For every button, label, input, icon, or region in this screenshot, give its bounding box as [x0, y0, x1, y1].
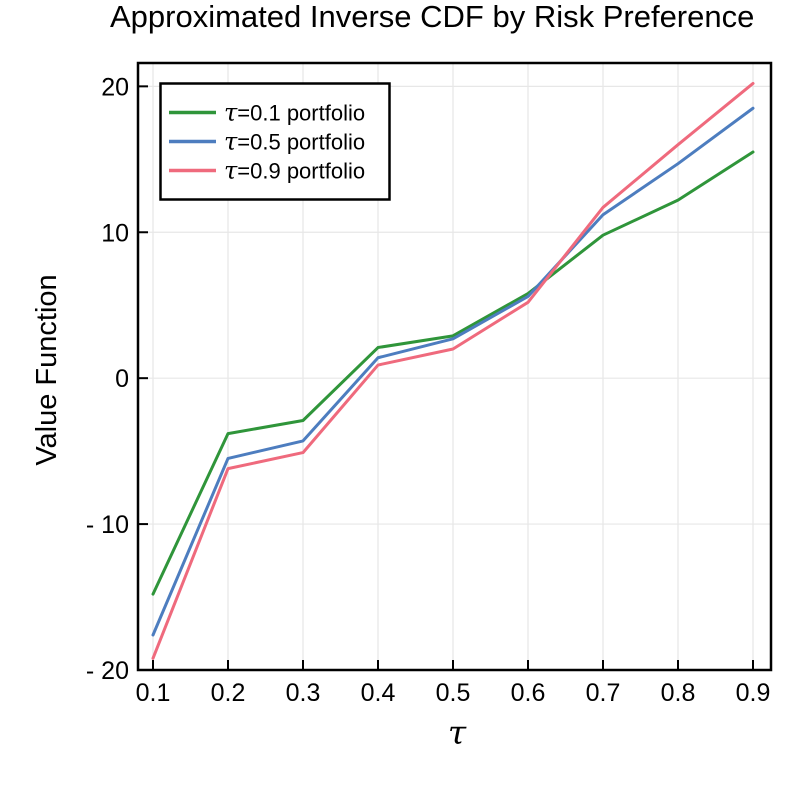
legend-item-label: τ=0.5 portfolio — [224, 128, 365, 156]
x-tick-label: 0.5 — [436, 679, 471, 707]
y-tick-label: 10 — [101, 219, 129, 247]
series-line — [151, 150, 755, 596]
legend-item-label: τ=0.1 portfolio — [224, 99, 365, 127]
y-tick-label: - 20 — [86, 657, 129, 685]
x-tick-label: 0.3 — [286, 679, 321, 707]
x-tick-label: 0.8 — [661, 679, 696, 707]
y-axis-label: Value Function — [31, 274, 63, 465]
series-lines — [151, 81, 755, 660]
y-tick-label: 20 — [101, 73, 129, 101]
axis-ticks — [138, 85, 754, 671]
y-tick-label: 0 — [115, 365, 129, 393]
x-tick-label: 0.1 — [136, 679, 171, 707]
x-tick-label: 0.2 — [211, 679, 246, 707]
x-tick-label: 0.9 — [736, 679, 771, 707]
x-axis-label: τ — [448, 713, 467, 752]
x-tick-label: 0.7 — [586, 679, 621, 707]
x-tick-label: 0.6 — [511, 679, 546, 707]
series-line — [151, 106, 755, 637]
plot-frame — [136, 61, 773, 672]
legend-item-label: τ=0.9 portfolio — [224, 157, 365, 185]
y-tick-label: - 10 — [86, 511, 129, 539]
x-tick-label: 0.4 — [361, 679, 396, 707]
chart-title: Approximated Inverse CDF by Risk Prefere… — [110, 0, 754, 34]
series-line — [151, 81, 755, 660]
tick-labels: 0.1 0.2 0.3 0.4 0.5 0.6 0.7 0.8 0.9 20 10 0 - 10 - 20 — [86, 73, 770, 707]
